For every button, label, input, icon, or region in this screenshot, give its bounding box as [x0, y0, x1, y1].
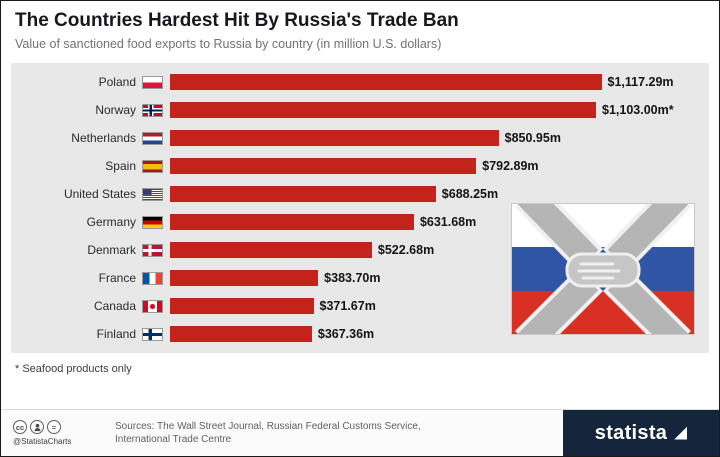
- bar-finland: [170, 326, 312, 342]
- bar-canada: [170, 298, 314, 314]
- flag-canada-icon: [142, 299, 163, 313]
- row-label-cell: Poland: [17, 75, 170, 89]
- statista-logo-text: statista: [594, 421, 668, 444]
- license-block: cc = @StatistaCharts: [1, 410, 109, 456]
- country-label: United States: [63, 187, 136, 201]
- value-label: $850.95m: [504, 131, 561, 145]
- bar-poland: [170, 74, 602, 90]
- flag-germany-icon: [142, 215, 163, 229]
- handshake-flag-graphic: [511, 181, 695, 357]
- value-label: $367.36m: [317, 327, 375, 341]
- row-label-cell: Denmark: [17, 243, 170, 257]
- sources-line: International Trade Centre: [115, 434, 232, 445]
- country-label: Germany: [86, 215, 136, 229]
- row-bar-cell: $367.36m: [170, 326, 703, 342]
- row-bar-cell: $1,103.00m*: [170, 102, 703, 118]
- row-bar-cell: $850.95m: [170, 130, 703, 146]
- row-label-cell: Norway: [17, 103, 170, 117]
- statista-charts-handle: @StatistaCharts: [13, 437, 72, 446]
- country-label: Denmark: [87, 243, 136, 257]
- flag-denmark-icon: [142, 243, 163, 257]
- statista-logo-mark-icon: [674, 426, 688, 440]
- row-label-cell: Germany: [17, 215, 170, 229]
- bar-row: Norway $1,103.00m*: [17, 96, 703, 124]
- value-label: $371.67m: [319, 299, 376, 313]
- row-bar-cell: $522.68m: [170, 242, 703, 258]
- cc-icon[interactable]: cc: [13, 420, 27, 434]
- bar-row: France $383.70m: [17, 264, 703, 292]
- bar-row: United States $688.25m: [17, 180, 703, 208]
- chart-subtitle: Value of sanctioned food exports to Russ…: [15, 37, 442, 51]
- bar-united-states: [170, 186, 436, 202]
- flag-norway-icon: [142, 103, 163, 117]
- value-label: $383.70m: [324, 271, 381, 285]
- bar-spain: [170, 158, 477, 174]
- license-icons: cc =: [13, 420, 109, 434]
- statista-logo[interactable]: statista: [563, 410, 719, 456]
- bar-germany: [170, 214, 414, 230]
- bar-denmark: [170, 242, 372, 258]
- bar-row: Denmark $522.68m: [17, 236, 703, 264]
- country-label: Poland: [98, 75, 136, 89]
- footer: cc = @StatistaCharts Sources: The Wall S…: [1, 409, 719, 456]
- row-bar-cell: $1,117.29m: [170, 74, 703, 90]
- bar-row: Germany $631.68m: [17, 208, 703, 236]
- country-label: France: [98, 271, 136, 285]
- value-label: $792.89m: [482, 159, 539, 173]
- bar-norway: [170, 102, 597, 118]
- bar-row: Finland $367.36m: [17, 320, 703, 348]
- row-label-cell: Spain: [17, 159, 170, 173]
- flag-finland-icon: [142, 327, 163, 341]
- bar-rows: Poland $1,117.29m Norway $1,103.00m* Netherl…: [17, 68, 703, 348]
- country-label: Canada: [93, 299, 136, 313]
- row-label-cell: Netherlands: [17, 131, 170, 145]
- country-label: Spain: [105, 159, 136, 173]
- row-bar-cell: $371.67m: [170, 298, 703, 314]
- row-label-cell: France: [17, 271, 170, 285]
- value-label: $631.68m: [419, 215, 477, 229]
- country-label: Netherlands: [71, 131, 136, 145]
- country-label: Norway: [95, 103, 136, 117]
- footnote: * Seafood products only: [15, 363, 132, 375]
- value-label: $522.68m: [377, 243, 435, 257]
- row-label-cell: Finland: [17, 327, 170, 341]
- bar-chart: Poland $1,117.29m Norway $1,103.00m* Netherl…: [11, 63, 709, 357]
- row-bar-cell: $383.70m: [170, 270, 703, 286]
- flag-poland-icon: [142, 75, 163, 89]
- row-bar-cell: $792.89m: [170, 158, 703, 174]
- bar-row: Netherlands $850.95m: [17, 124, 703, 152]
- chart-title: The Countries Hardest Hit By Russia's Tr…: [15, 10, 459, 31]
- bar-row: Canada $371.67m: [17, 292, 703, 320]
- sources: Sources: The Wall Street Journal, Russia…: [109, 410, 563, 456]
- cc-by-person-icon[interactable]: [30, 420, 44, 434]
- bar-row: Poland $1,117.29m: [17, 68, 703, 96]
- value-label: $688.25m: [441, 187, 499, 201]
- header: The Countries Hardest Hit By Russia's Tr…: [1, 1, 719, 53]
- cc-nd-icon[interactable]: =: [47, 420, 61, 434]
- bar-france: [170, 270, 319, 286]
- flag-france-icon: [142, 271, 163, 285]
- sources-line: Sources: The Wall Street Journal, Russia…: [115, 420, 421, 432]
- flag-spain-icon: [142, 159, 163, 173]
- value-label: $1,117.29m: [607, 75, 674, 89]
- value-label: $1,103.00m*: [602, 103, 674, 117]
- row-bar-cell: $631.68m: [170, 214, 703, 230]
- row-bar-cell: $688.25m: [170, 186, 703, 202]
- flag-netherlands-icon: [142, 131, 163, 145]
- row-label-cell: Canada: [17, 299, 170, 313]
- bar-netherlands: [170, 130, 499, 146]
- bar-row: Spain $792.89m: [17, 152, 703, 180]
- country-label: Finland: [96, 327, 136, 341]
- flag-united-states-icon: [142, 187, 163, 201]
- row-label-cell: United States: [17, 187, 170, 201]
